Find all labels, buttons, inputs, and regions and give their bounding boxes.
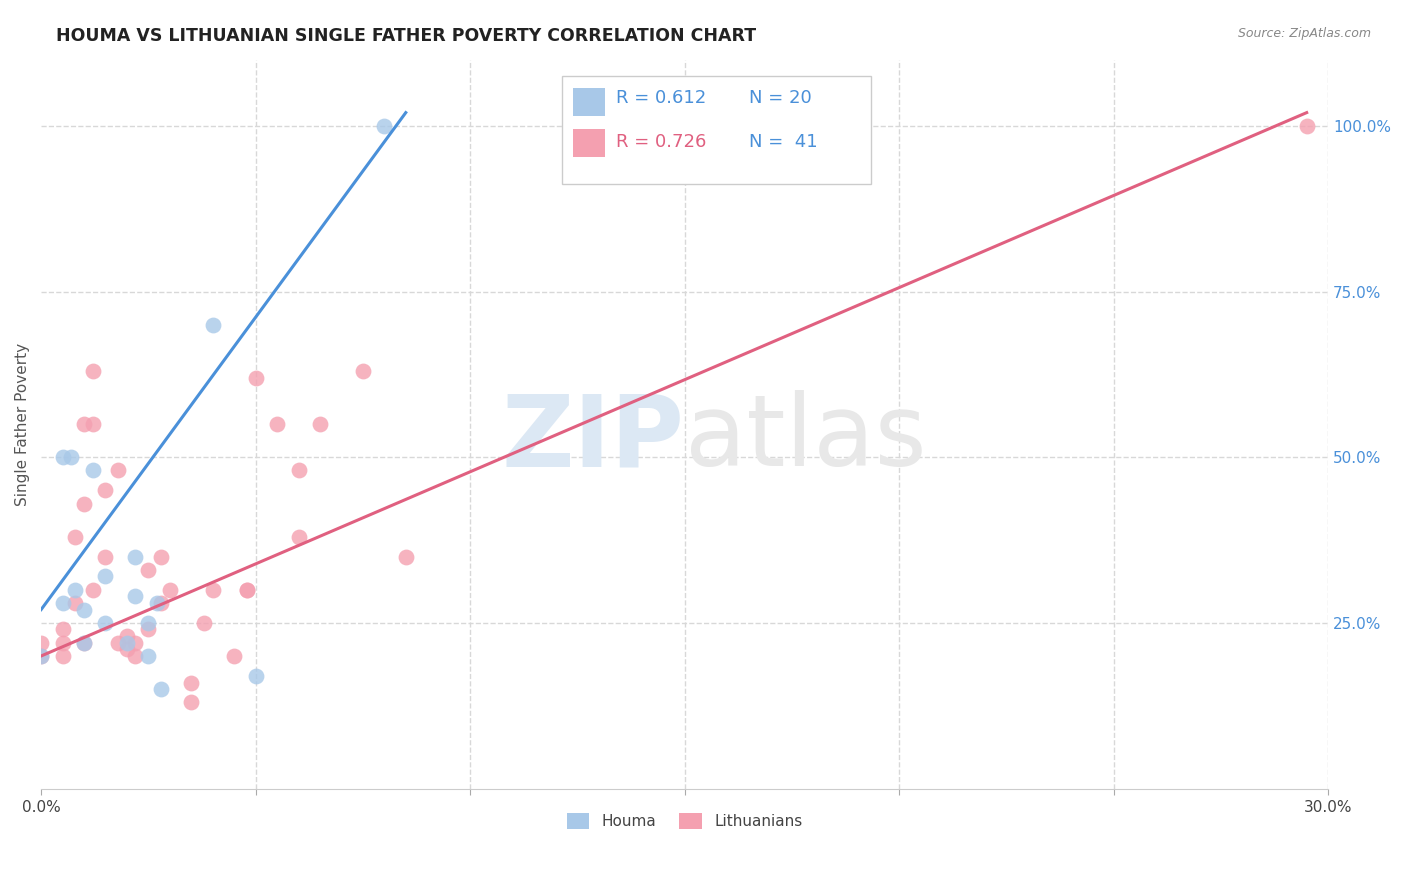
Point	[224, 648, 246, 663]
Point	[82, 364, 104, 378]
Point	[124, 590, 146, 604]
Point	[138, 648, 160, 663]
Point	[94, 483, 117, 498]
FancyBboxPatch shape	[572, 128, 605, 157]
FancyBboxPatch shape	[572, 88, 605, 116]
Point	[124, 636, 146, 650]
Point	[65, 596, 87, 610]
Point	[236, 582, 259, 597]
Point	[73, 636, 96, 650]
Point	[51, 596, 73, 610]
Point	[94, 569, 117, 583]
Legend: Houma, Lithuanians: Houma, Lithuanians	[561, 807, 808, 836]
Point	[287, 463, 309, 477]
Text: N =  41: N = 41	[749, 133, 818, 151]
Point	[73, 497, 96, 511]
Point	[73, 602, 96, 616]
Point	[51, 648, 73, 663]
Point	[180, 695, 202, 709]
Point	[1295, 119, 1317, 133]
Text: R = 0.726: R = 0.726	[616, 133, 707, 151]
Point	[159, 582, 181, 597]
Text: ZIP: ZIP	[502, 390, 685, 487]
Y-axis label: Single Father Poverty: Single Father Poverty	[15, 343, 30, 506]
Point	[107, 463, 129, 477]
Point	[82, 582, 104, 597]
Text: atlas: atlas	[685, 390, 927, 487]
Point	[245, 669, 267, 683]
Point	[73, 636, 96, 650]
Point	[352, 364, 374, 378]
Point	[236, 582, 259, 597]
Point	[82, 463, 104, 477]
Point	[180, 675, 202, 690]
Point	[150, 596, 173, 610]
Point	[245, 370, 267, 384]
Point	[124, 648, 146, 663]
Point	[138, 623, 160, 637]
Point	[65, 530, 87, 544]
Point	[266, 417, 288, 431]
Point	[115, 629, 138, 643]
Point	[94, 615, 117, 630]
Text: N = 20: N = 20	[749, 89, 811, 107]
Point	[201, 318, 224, 332]
Point	[51, 636, 73, 650]
Point	[150, 682, 173, 697]
Point	[138, 563, 160, 577]
Text: Source: ZipAtlas.com: Source: ZipAtlas.com	[1237, 27, 1371, 40]
Point	[115, 642, 138, 657]
Point	[124, 549, 146, 564]
Point	[150, 549, 173, 564]
Text: HOUMA VS LITHUANIAN SINGLE FATHER POVERTY CORRELATION CHART: HOUMA VS LITHUANIAN SINGLE FATHER POVERT…	[56, 27, 756, 45]
Point	[82, 417, 104, 431]
Point	[65, 582, 87, 597]
Point	[30, 636, 52, 650]
Point	[115, 636, 138, 650]
Point	[51, 623, 73, 637]
Point	[146, 596, 169, 610]
Point	[287, 530, 309, 544]
Point	[373, 119, 395, 133]
Point	[30, 648, 52, 663]
Point	[30, 648, 52, 663]
Point	[94, 549, 117, 564]
Point	[309, 417, 332, 431]
Point	[138, 615, 160, 630]
Text: R = 0.612: R = 0.612	[616, 89, 707, 107]
Point	[395, 549, 418, 564]
Point	[107, 636, 129, 650]
Point	[60, 450, 83, 465]
Point	[51, 450, 73, 465]
Point	[73, 417, 96, 431]
Point	[201, 582, 224, 597]
FancyBboxPatch shape	[562, 76, 872, 184]
Point	[193, 615, 215, 630]
